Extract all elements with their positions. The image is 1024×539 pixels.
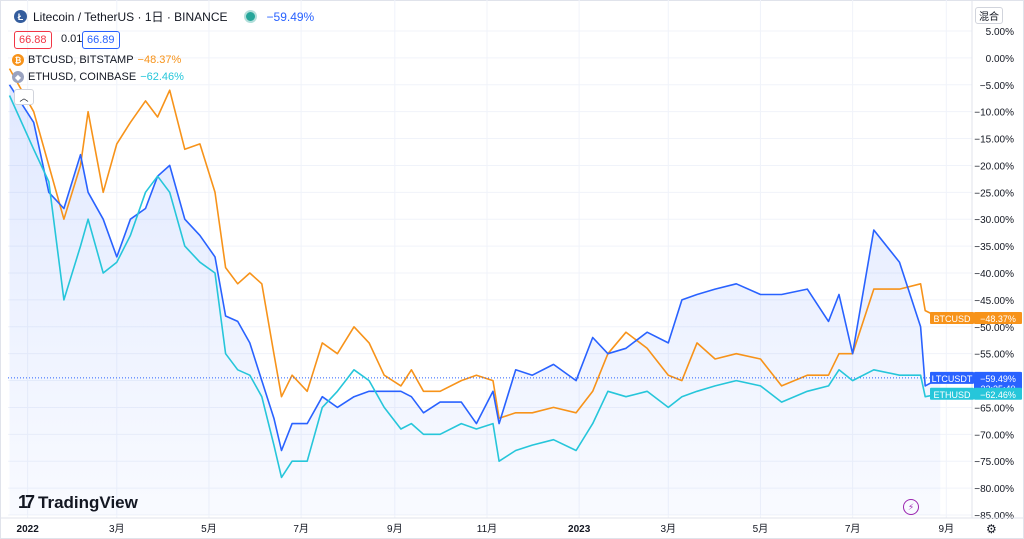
x-tick-label: 5月 [753,523,769,535]
series-line-ethusd [8,95,941,479]
price-tag-value [974,312,1022,325]
price-tag-value-text: −62.46% [980,390,1016,400]
buy-price-button[interactable]: 66.89 [82,31,120,49]
y-tick-label: −10.00% [974,108,1014,119]
y-tick-label: −25.00% [974,188,1014,199]
x-tick-label: 7月 [293,523,309,535]
series-line-btcusd [8,68,941,419]
y-tick-label: 0.00% [986,54,1014,65]
tradingview-logo[interactable]: 17 TradingView [18,492,138,513]
y-tick-label: −35.00% [974,242,1014,253]
y-tick-label: −70.00% [974,430,1014,441]
y-tick-label: −40.00% [974,269,1014,280]
price-tag-name-text: ETHUSD [933,390,971,400]
x-tick-label: 3月 [661,523,677,535]
x-axis: 2022 3月 5月 7月 9月 11月 2023 3月 5月 7月 9月 [0,517,1024,535]
y-tick-label: −45.00% [974,296,1014,307]
price-tag-name-text: LTCUSDT [932,374,973,384]
x-tick-label: 3月 [109,523,125,535]
x-tick-label: 9月 [387,523,403,535]
market-status-icon [243,10,257,23]
y-tick-label: −20.00% [974,161,1014,172]
x-tick-label: 7月 [845,523,861,535]
series-area-fill [9,84,941,516]
y-tick-label: −80.00% [974,484,1014,495]
symbol-title[interactable]: Litecoin / TetherUS · 1日 · BINANCE [33,10,228,24]
x-tick-label: 2022 [17,524,40,535]
y-tick-label: −75.00% [974,457,1014,468]
price-tag-name [930,312,974,325]
legend-value: −48.37% [137,54,182,66]
sell-price-button[interactable]: 66.88 [14,31,52,49]
ltcusdt-area [9,84,941,516]
y-tick-label: −30.00% [974,215,1014,226]
price-tag-name [930,387,974,400]
price-tag-value [974,387,1022,400]
x-tick-label: 2023 [568,524,591,535]
tradingview-mark-icon: 17 [18,492,35,512]
x-tick-label: 11月 [477,523,497,535]
price-tag-value-text: −59.49% [980,374,1016,384]
y-tick-label: −50.00% [974,323,1014,334]
y-tick-label: −85.00% [974,511,1014,522]
price-tag-name [930,371,974,384]
legend-collapse-button[interactable]: ︿ [14,89,34,105]
gear-icon[interactable]: ⚙ [986,522,997,536]
price-tag-value-text: −48.37% [980,314,1016,324]
legend-label: ETHUSD, COINBASE [28,71,137,83]
series-line-ltcusdt [8,84,941,452]
y-axis: 5.00% 0.00% −5.00% −10.00% −15.00% −20.00% −25… [971,0,1014,522]
flash-icon[interactable]: ⚡ [903,499,919,515]
bitcoin-icon: ₿ [12,54,24,66]
y-tick-label: −5.00% [980,81,1014,92]
legend-item-btcusd[interactable]: ₿ BTCUSD, BITSTAMP −48.37% [12,54,181,66]
y-tick-label: −15.00% [974,135,1014,146]
x-tick-label: 5月 [201,523,217,535]
legend-value: −62.46% [140,71,184,83]
price-tag-name-text: BTCUSD [933,314,971,324]
legend-label: BTCUSD, BITSTAMP [28,54,134,66]
spread-value: 0.01 [61,33,83,45]
y-tick-label: −65.00% [974,403,1014,414]
litecoin-icon: Ł [14,10,27,23]
x-tick-label: 9月 [939,523,955,535]
symbol-change: −59.49% [266,9,315,24]
legend-item-ethusd[interactable]: ◆ ETHUSD, COINBASE −62.46% [12,71,184,83]
chart-header: Ł Litecoin / TetherUS · 1日 · BINANCE −59… [14,8,314,25]
y-tick-label: −55.00% [974,350,1014,361]
ethereum-icon: ◆ [12,71,24,83]
brand-name: TradingView [38,492,138,512]
price-tags: BTCUSD−48.37%LTCUSDT−59.49%22:35:40ETHUS… [930,312,1022,400]
y-tick-label: 5.00% [986,27,1014,38]
scale-mode-button[interactable]: 混合 [975,7,1003,24]
